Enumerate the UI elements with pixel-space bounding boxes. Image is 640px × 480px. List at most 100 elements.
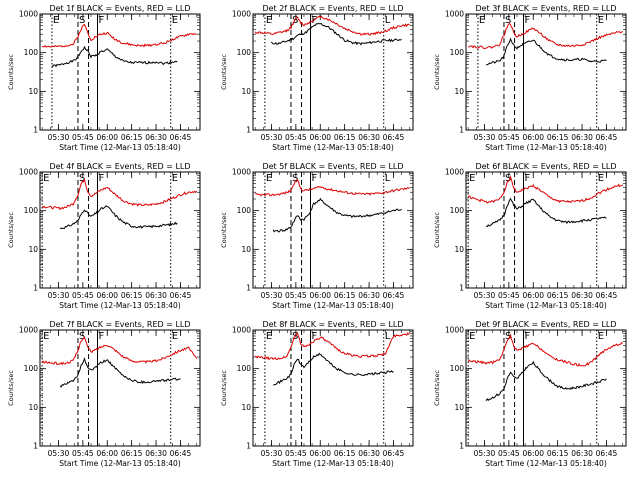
x-tick-label: 06:45 xyxy=(383,133,405,142)
x-tick-label: 05:30 xyxy=(48,449,70,458)
plot-frame xyxy=(252,171,414,289)
chart-title: Det 4f BLACK = Events, RED = LLD xyxy=(49,162,190,171)
events-series-line xyxy=(59,205,178,230)
y-axis-label: Counts/sec xyxy=(220,370,228,406)
plot-frame xyxy=(39,171,201,289)
y-tick-label: 10 xyxy=(454,87,464,96)
events-series-line xyxy=(59,357,181,388)
chart-title: Det 9f BLACK = Events, RED = LLD xyxy=(475,320,616,329)
marker-label: E xyxy=(469,173,475,184)
events-series-line xyxy=(270,22,402,46)
x-tick-label: 06:45 xyxy=(170,133,192,142)
y-tick-label: 100 xyxy=(450,206,465,215)
x-tick-label: 05:45 xyxy=(285,291,307,300)
plot-frame xyxy=(252,329,414,447)
x-tick-label: 05:45 xyxy=(72,133,94,142)
marker-label: S xyxy=(79,15,85,26)
x-tick-label: 05:45 xyxy=(498,449,520,458)
x-tick-label: 05:45 xyxy=(285,449,307,458)
marker-label: F xyxy=(98,331,104,342)
y-tick-label: 1000 xyxy=(232,10,251,19)
x-tick-label: 06:30 xyxy=(145,291,167,300)
y-axis-label: Counts/sec xyxy=(433,370,441,406)
x-tick-label: 05:45 xyxy=(498,291,520,300)
x-tick-label: 06:15 xyxy=(547,449,569,458)
x-tick-label: 06:15 xyxy=(121,291,143,300)
lld-series-line xyxy=(255,178,410,197)
y-axis-label: Counts/sec xyxy=(7,212,15,248)
x-tick-label: 06:30 xyxy=(571,291,593,300)
lld-series-line xyxy=(254,15,411,36)
marker-label: L xyxy=(385,173,391,184)
x-tick-label: 06:00 xyxy=(522,291,544,300)
y-tick-label: 1 xyxy=(459,284,464,293)
y-tick-label: 1 xyxy=(459,126,464,135)
x-tick-label: 05:45 xyxy=(72,449,94,458)
x-tick-label: 06:00 xyxy=(309,133,331,142)
x-tick-label: 06:30 xyxy=(145,449,167,458)
y-axis-label: Counts/sec xyxy=(220,54,228,90)
detector-panel: Det 5f BLACK = Events, RED = LLD Counts/s… xyxy=(220,162,414,310)
x-tick-label: 06:15 xyxy=(334,449,356,458)
marker-label: E xyxy=(266,15,272,26)
marker-label: E xyxy=(172,173,178,184)
y-tick-label: 100 xyxy=(24,364,39,373)
marker-label: E xyxy=(43,173,49,184)
x-axis-label: Start Time (12-Mar-13 05:18:40) xyxy=(485,143,607,152)
x-tick-label: 06:15 xyxy=(334,291,356,300)
plot-frame xyxy=(39,329,201,447)
x-tick-label: 05:45 xyxy=(498,133,520,142)
y-tick-label: 10 xyxy=(241,403,251,412)
x-tick-label: 06:15 xyxy=(547,291,569,300)
x-tick-label: 06:45 xyxy=(170,449,192,458)
marker-label: F xyxy=(524,173,530,184)
y-tick-label: 1 xyxy=(33,284,38,293)
x-tick-label: 06:15 xyxy=(547,133,569,142)
detector-panel: Det 9f BLACK = Events, RED = LLD Counts/s… xyxy=(433,320,627,468)
y-tick-label: 10 xyxy=(28,245,38,254)
marker-label: E xyxy=(172,15,178,26)
marker-label: F xyxy=(311,331,317,342)
marker-label: E xyxy=(53,15,59,26)
events-series-line xyxy=(485,37,607,66)
marker-label: E xyxy=(598,331,604,342)
marker-label: E xyxy=(598,15,604,26)
y-tick-label: 10 xyxy=(454,403,464,412)
marker-label: F xyxy=(98,15,104,26)
x-tick-label: 06:30 xyxy=(358,449,380,458)
y-tick-label: 10 xyxy=(28,87,38,96)
y-tick-label: 1 xyxy=(246,442,251,451)
x-tick-label: 05:30 xyxy=(48,291,70,300)
y-tick-label: 100 xyxy=(24,206,39,215)
chart-title: Det 5f BLACK = Events, RED = LLD xyxy=(262,162,403,171)
x-tick-label: 06:30 xyxy=(358,133,380,142)
events-series-line xyxy=(272,352,394,386)
x-tick-label: 06:00 xyxy=(96,133,118,142)
y-tick-label: 1 xyxy=(246,284,251,293)
y-tick-label: 100 xyxy=(237,364,252,373)
x-tick-label: 05:30 xyxy=(474,291,496,300)
marker-label: F xyxy=(311,15,317,26)
x-tick-label: 05:45 xyxy=(72,291,94,300)
lld-series-line xyxy=(468,22,623,50)
y-tick-label: 10 xyxy=(454,245,464,254)
marker-label: F xyxy=(98,173,104,184)
x-tick-label: 06:45 xyxy=(596,291,618,300)
y-tick-label: 1000 xyxy=(19,326,38,335)
lld-series-line xyxy=(467,175,624,204)
y-tick-label: 1 xyxy=(33,442,38,451)
y-tick-label: 10 xyxy=(28,403,38,412)
y-tick-label: 100 xyxy=(237,48,252,57)
lld-series-line xyxy=(467,333,624,367)
x-tick-label: 06:00 xyxy=(309,449,331,458)
detector-panel: Det 7f BLACK = Events, RED = LLD Counts/s… xyxy=(7,320,201,468)
y-axis-label: Counts/sec xyxy=(433,212,441,248)
x-tick-label: 06:00 xyxy=(96,449,118,458)
marker-label: E xyxy=(266,173,272,184)
marker-label: E xyxy=(266,331,272,342)
marker-label: F xyxy=(524,331,530,342)
x-tick-label: 05:30 xyxy=(261,291,283,300)
y-tick-label: 100 xyxy=(450,364,465,373)
y-axis-label: Counts/sec xyxy=(220,212,228,248)
